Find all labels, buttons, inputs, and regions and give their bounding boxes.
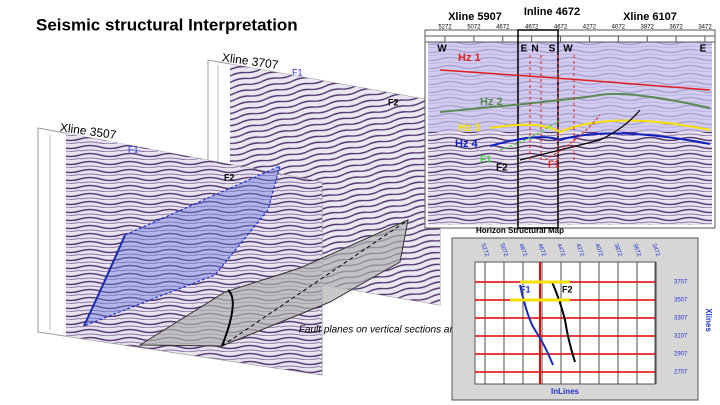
tick-label: 4672 <box>525 25 539 31</box>
tick-label: 3472 <box>650 243 660 258</box>
direction-label: N <box>531 44 538 55</box>
horizon-label: Hz 3 <box>458 122 481 134</box>
fault-label: F1 <box>292 67 303 77</box>
caption: Fault planes on vertical sections and on… <box>299 325 522 336</box>
tick-label: 5272 <box>479 243 489 258</box>
tick-label: 2907 <box>674 352 688 358</box>
direction-label: E <box>521 44 528 55</box>
horizon-label: Hz 1 <box>458 52 481 64</box>
section-label: Xline 6107 <box>623 11 677 23</box>
fault-label: F2 <box>224 172 235 182</box>
fault-label: F2 <box>388 97 399 107</box>
axis-label: InLines <box>551 387 580 396</box>
section-label: Inline 4672 <box>524 6 580 18</box>
fault-label: F1 <box>520 284 531 294</box>
tick-label: 4672 <box>536 243 546 258</box>
tick-label: 2707 <box>674 370 688 376</box>
tick-label: 4272 <box>574 243 584 258</box>
section-label: Xline 5907 <box>448 11 502 23</box>
tick-label: 3872 <box>612 243 622 258</box>
base-map: Horizon Structural Map InLines Xlines 52… <box>451 226 713 401</box>
fault-trace <box>83 234 126 327</box>
tick-label: 4272 <box>583 25 597 31</box>
tick-label: 3872 <box>641 25 655 31</box>
tick-label: 4472 <box>555 243 565 258</box>
direction-label: S <box>549 44 556 55</box>
horizon-label: Hz 4 <box>455 138 479 150</box>
map-title: Horizon Structural Map <box>476 226 564 235</box>
fault-plane <box>82 164 281 328</box>
tick-label: 3107 <box>674 334 688 340</box>
fault-label: F1 <box>128 144 139 154</box>
tick-label: 4672 <box>496 25 510 31</box>
tick-label: 3507 <box>674 298 688 304</box>
tick-label: 5272 <box>438 25 452 31</box>
fault-label: F1 <box>548 160 560 171</box>
top-section: Xline 5907 Inline 4672 Xline 6107 Hz 2 H… <box>424 6 716 229</box>
direction-label: E <box>700 44 707 55</box>
tick-label: 4072 <box>612 25 626 31</box>
fault-plane <box>138 219 409 347</box>
axis-label: Xlines <box>704 308 713 332</box>
tick-label: 4072 <box>593 243 603 258</box>
tick-label: 4672 <box>554 25 568 31</box>
tick-label: 3307 <box>674 316 688 322</box>
tick-label: 3672 <box>669 25 683 31</box>
tick-label: 3472 <box>698 25 712 31</box>
fault-label: F1 <box>480 155 492 166</box>
tick-label: 5072 <box>498 243 508 258</box>
slide-title: Seismic structural Interpretation <box>36 15 298 34</box>
horizon-label: Hz 2 <box>480 96 503 108</box>
tick-label: 3707 <box>674 280 688 286</box>
tick-label: 3672 <box>631 243 641 258</box>
tick-label: 5072 <box>467 25 481 31</box>
fault-trace <box>221 219 409 347</box>
direction-label: W <box>563 44 573 55</box>
direction-label: W <box>437 44 447 55</box>
fault-label: F2 <box>562 284 573 294</box>
fault-trace <box>221 289 234 347</box>
fault-label: F2 <box>496 163 508 174</box>
tick-label: 4872 <box>517 243 527 258</box>
